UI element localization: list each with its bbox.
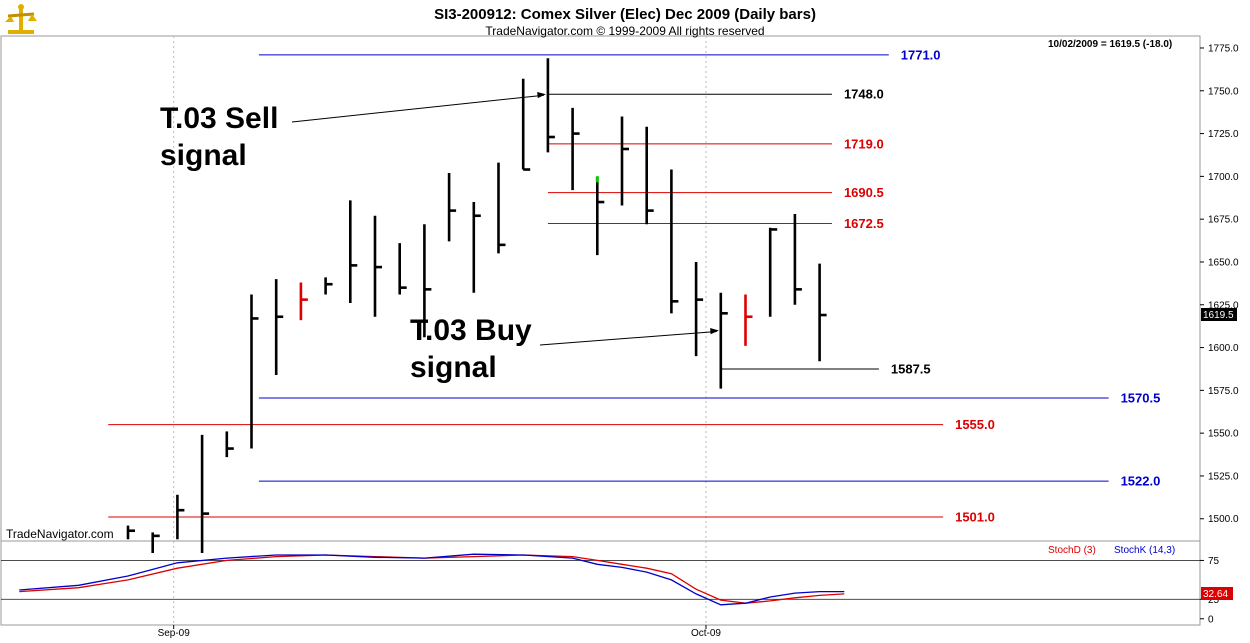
price-tick-label: 1725.0	[1208, 129, 1239, 140]
stoch-tick-label: 75	[1208, 556, 1220, 567]
level-label-1570.5: 1570.5	[1121, 391, 1161, 406]
price-tick-label: 1575.0	[1208, 386, 1239, 397]
signal-arrow	[291, 94, 544, 123]
ohlc-bar	[274, 279, 284, 375]
level-label-1501.0: 1501.0	[955, 510, 995, 525]
ohlc-bar	[620, 116, 629, 206]
ohlc-bar	[670, 169, 679, 314]
stoch-tick-label: 0	[1208, 614, 1214, 625]
ohlc-bar	[447, 172, 457, 242]
date-tick-label: Sep-09	[158, 628, 191, 639]
stochastic-panel: 0 25 75 StochD (3) StochK (14,3)	[1, 545, 1220, 625]
ohlc-bar	[595, 176, 605, 256]
level-label-1522.0: 1522.0	[1121, 474, 1161, 489]
ohlc-bar	[521, 78, 531, 171]
ohlc-bar	[398, 243, 407, 295]
signal-label-line: signal	[410, 351, 497, 384]
price-tick-label: 1525.0	[1208, 471, 1239, 482]
level-label-1587.5: 1587.5	[891, 361, 931, 376]
signal-label-line: T.03 Buy	[410, 314, 532, 347]
stoch-tick-label: 25	[1208, 595, 1220, 606]
price-axis-ticks: 1500.0 1525.0 1550.0 1575.0 1600.0 1625.0 1650…	[1200, 43, 1239, 525]
ohlc-bar	[200, 434, 210, 553]
ohlc-bar	[744, 294, 753, 346]
level-label-1555.0: 1555.0	[955, 417, 995, 432]
stoch-series-line	[19, 553, 845, 606]
ohlc-bar	[768, 227, 778, 317]
price-tick-label: 1650.0	[1208, 257, 1239, 268]
signal-label-line: T.03 Sell	[160, 102, 278, 135]
price-tick-label: 1600.0	[1208, 343, 1239, 354]
ohlc-bar	[126, 525, 135, 540]
ohlc-bar	[225, 431, 234, 458]
price-tick-label: 1500.0	[1208, 514, 1239, 525]
last-price-box: 1619.5	[1201, 308, 1237, 321]
price-tick-label: 1675.0	[1208, 215, 1239, 226]
last-price-label: 1619.5	[1203, 310, 1234, 321]
stoch-panel-frame	[0, 540, 1201, 626]
price-tick-label: 1775.0	[1208, 43, 1239, 54]
ohlc-bar	[348, 200, 358, 304]
ohlc-bar	[151, 532, 160, 553]
level-label-1748.0: 1748.0	[844, 87, 884, 102]
date-axis-ticks: Sep-09 Oct-09	[158, 625, 721, 639]
price-levels: 1771.0 1748.0 1719.0 1690.5 1672.5 1587.5 1570…	[108, 47, 1161, 525]
ohlc-bar	[645, 126, 654, 225]
grid-lines	[173, 36, 707, 625]
signal-arrowhead	[710, 328, 719, 335]
signal-label-line: signal	[160, 139, 247, 172]
level-label-1771.0: 1771.0	[901, 47, 941, 62]
ohlc-bar	[793, 214, 802, 305]
stoch-series-line	[19, 554, 845, 604]
signal-annotations: T.03 Sell signal T.03 Buy signal	[160, 92, 719, 384]
ohlc-bar	[423, 224, 432, 338]
chart-subtitle: TradeNavigator.com © 1999-2009 All right…	[485, 24, 764, 38]
ohlc-bar	[719, 292, 728, 389]
last-stoch-label: 32.64	[1203, 589, 1228, 600]
last-stoch-box: 32.64	[1201, 587, 1233, 600]
level-label-1672.5: 1672.5	[844, 216, 884, 231]
ohlc-bars	[126, 58, 827, 553]
ohlc-bar	[818, 263, 827, 362]
ohlc-bar	[250, 294, 259, 449]
signal-arrow	[539, 330, 717, 346]
level-label-1719.0: 1719.0	[844, 136, 884, 151]
chart-title: SI3-200912: Comex Silver (Elec) Dec 2009…	[434, 6, 816, 23]
signal-arrowhead	[537, 92, 546, 99]
ohlc-bar	[373, 215, 382, 317]
price-tick-label: 1625.0	[1208, 300, 1239, 311]
ohlc-bar	[299, 282, 308, 321]
ohlc-bar	[571, 107, 580, 191]
ohlc-bar	[472, 202, 481, 293]
price-tick-label: 1700.0	[1208, 172, 1239, 183]
stoch-legend-entry: StochK (14,3)	[1114, 545, 1175, 556]
ohlc-bar	[497, 162, 506, 254]
date-tick-label: Oct-09	[691, 628, 721, 639]
stoch-legend-entry: StochD (3)	[1048, 545, 1096, 556]
scales-logo-icon	[5, 4, 37, 34]
price-tick-label: 1550.0	[1208, 429, 1239, 440]
ohlc-bar	[546, 58, 555, 153]
ohlc-bar	[176, 494, 185, 540]
level-label-1690.5: 1690.5	[844, 185, 884, 200]
ohlc-bar	[694, 261, 704, 357]
last-quote-readout: 10/02/2009 = 1619.5 (-18.0)	[1048, 39, 1172, 50]
price-tick-label: 1750.0	[1208, 86, 1239, 97]
watermark-text: TradeNavigator.com	[6, 527, 114, 541]
ohlc-bar	[324, 277, 333, 295]
